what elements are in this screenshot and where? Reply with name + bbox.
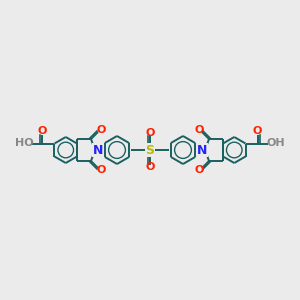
Text: HO: HO	[15, 139, 34, 148]
Text: N: N	[197, 143, 207, 157]
Text: O: O	[96, 165, 106, 175]
Text: N: N	[93, 143, 103, 157]
Text: O: O	[253, 125, 262, 136]
Text: O: O	[145, 162, 155, 172]
Text: O: O	[96, 125, 106, 135]
Text: O: O	[194, 165, 204, 175]
Text: S: S	[146, 143, 154, 157]
Text: O: O	[145, 128, 155, 138]
Text: O: O	[194, 125, 204, 135]
Text: O: O	[38, 125, 47, 136]
Text: OH: OH	[266, 139, 285, 148]
